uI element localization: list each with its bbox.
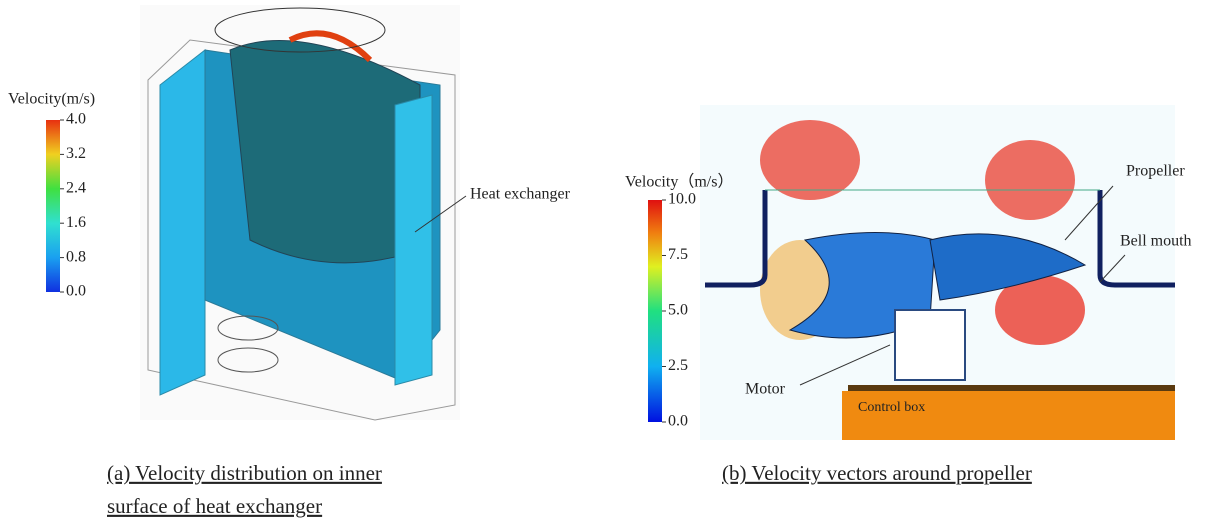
annotation: Bell mouth xyxy=(1120,233,1192,250)
figure: Velocity(m/s) Heat exchanger (a) Velocit… xyxy=(0,0,1218,520)
annotation: Control box xyxy=(858,400,925,415)
legend-title: Velocity(m/s) xyxy=(8,91,95,108)
caption: (b) Velocity vectors around propeller xyxy=(722,461,1032,485)
colorbar-tick-label: 1.6 xyxy=(66,214,86,231)
colorbar-tick-label: 3.2 xyxy=(66,145,86,162)
colorbar-tick-label: 4.0 xyxy=(66,111,86,128)
colorbar-tick-label: 0.8 xyxy=(66,248,86,265)
colorbar-tick-label: 5.0 xyxy=(668,302,688,319)
colorbar-tick-label: 7.5 xyxy=(668,246,688,263)
colorbar-tick-label: 2.4 xyxy=(66,179,86,196)
page: Velocity(m/s) Heat exchanger (a) Velocit… xyxy=(0,0,1218,520)
annotation: Propeller xyxy=(1126,163,1185,180)
colorbar-tick-label: 0.0 xyxy=(66,283,86,300)
heat-exchanger-render xyxy=(140,5,466,420)
colorbar-tick-label: 10.0 xyxy=(668,191,696,208)
colorbar xyxy=(648,200,662,422)
caption: surface of heat exchanger xyxy=(107,494,322,518)
colorbar xyxy=(46,120,60,292)
annotation: Motor xyxy=(745,381,786,398)
annotation: Heat exchanger xyxy=(470,186,571,203)
caption: (a) Velocity distribution on inner xyxy=(107,461,382,485)
colorbar-tick-label: 0.0 xyxy=(668,413,688,430)
colorbar-tick-label: 2.5 xyxy=(668,357,688,374)
legend-title: Velocity（m/s） xyxy=(625,173,733,191)
